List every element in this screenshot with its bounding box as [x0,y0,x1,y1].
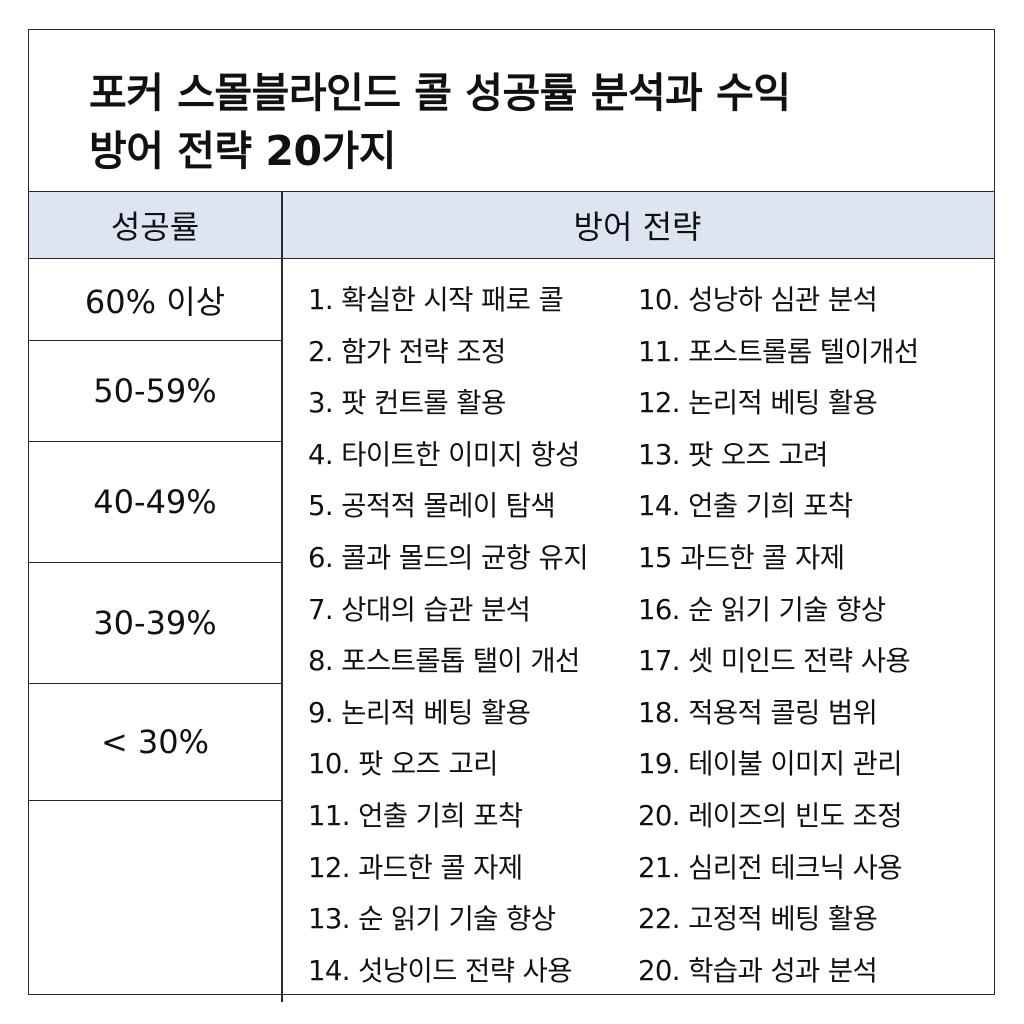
strategy-item: 3. 팟 컨트롤 활용 [308,387,506,420]
strategy-item: 7. 상대의 습관 분석 [308,593,531,626]
success-rate-cell: 50-59% [29,341,281,442]
success-rate-cell: < 30% [29,684,281,801]
page-title: 포커 스몰블라인드 콜 성공률 분석과 수익 방어 전략 20가지 [89,64,949,180]
strategy-item: 12. 과드한 콜 자제 [308,851,523,884]
strategy-item: 11. 포스트롤롬 텔이개선 [638,335,919,368]
strategy-list-left: 1. 확실한 시작 패로 콜 2. 함가 전략 조정 3. 팟 컨트롤 활용 4… [308,275,638,997]
strategy-item: 10. 팟 오즈 고리 [308,748,498,781]
strategy-item: 2. 함가 전략 조정 [308,335,506,368]
header-defense-strategy: 방어 전략 [573,208,702,246]
strategy-list-right: 10. 성낭하 심관 분석 11. 포스트롤롬 텔이개선 12. 논리적 베팅 … [638,275,994,997]
success-rate-cell: 60% 이상 [29,259,281,341]
column-divider [281,192,283,1002]
strategy-item: 15 과드한 콜 자제 [638,541,845,574]
strategy-item: 21. 심리전 테크닉 사용 [638,851,903,884]
strategy-item: 16. 순 읽기 기술 향상 [638,593,886,626]
success-rate-cell: 40-49% [29,442,281,563]
strategy-item: 12. 논리적 베팅 활용 [638,387,878,420]
strategy-item: 5. 공적적 몰레이 탐색 [308,490,556,523]
strategy-item: 11. 언출 기희 포착 [308,799,523,832]
strategy-item: 14. 섯낭이드 전략 사용 [308,954,573,987]
strategy-item: 20. 레이즈의 빈도 조정 [638,799,903,832]
strategy-item: 18. 적용적 콜링 범위 [638,696,878,729]
strategy-item: 10. 성낭하 심관 분석 [638,284,878,316]
strategy-item: 1. 확실한 시작 패로 콜 [308,284,564,316]
strategy-item: 13. 팟 오즈 고려 [638,438,828,471]
strategy-item: 20. 학습과 성과 분석 [638,954,878,987]
strategy-item: 14. 언출 기희 포착 [638,490,853,523]
success-rate-cell: 30-39% [29,563,281,684]
title-area: 포커 스몰블라인드 콜 성공률 분석과 수익 방어 전략 20가지 [29,30,994,192]
strategy-item: 17. 셋 미인드 전략 사용 [638,645,911,678]
strategy-item: 6. 콜과 몰드의 균항 유지 [308,541,589,574]
strategy-item: 22. 고정적 베팅 활용 [638,903,878,936]
strategy-item: 13. 순 읽기 기술 향상 [308,903,556,936]
strategy-item: 9. 논리적 베팅 활용 [308,696,531,729]
title-line-1: 포커 스몰블라인드 콜 성공률 분석과 수익 [89,69,791,117]
strategy-item: 19. 테이불 이미지 관리 [638,748,903,781]
header-success-rate: 성공률 [110,208,200,246]
table-header-row: 성공률 방어 전략 [29,192,994,259]
title-line-2: 방어 전략 20가지 [89,127,396,175]
strategy-item: 4. 타이트한 이미지 항성 [308,438,580,471]
strategy-item: 8. 포스트롤톱 탤이 개선 [308,645,580,678]
strategy-table: 포커 스몰블라인드 콜 성공률 분석과 수익 방어 전략 20가지 성공률 방어… [28,29,995,1002]
